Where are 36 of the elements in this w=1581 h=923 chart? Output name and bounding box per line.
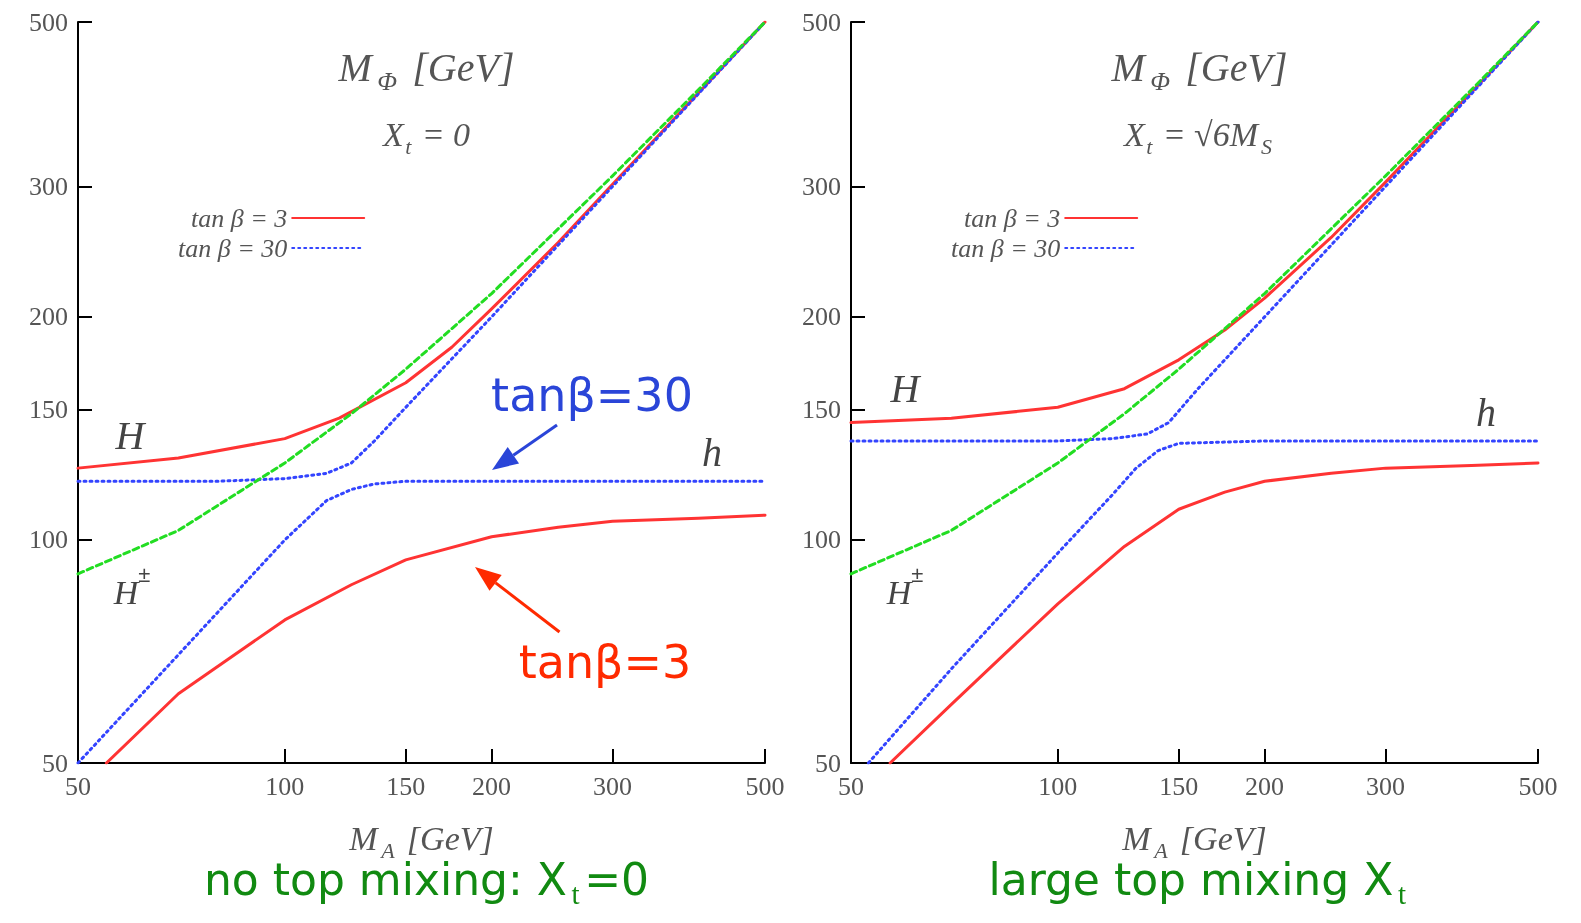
legend-label: tan β = 30: [951, 233, 1061, 263]
y-tick-label: 150: [29, 394, 68, 424]
y-tick-label: 500: [802, 7, 841, 37]
legend-label: tan β = 3: [964, 203, 1061, 233]
y-tick-label: 100: [802, 525, 841, 555]
annotation: H: [889, 365, 922, 411]
y-tick-label: 200: [29, 302, 68, 332]
y-tick-label: 300: [802, 171, 841, 201]
x-tick-label: 300: [593, 771, 633, 801]
x-tick-label: 100: [265, 771, 305, 801]
annotation: H±: [885, 561, 924, 611]
y-tick-label: 50: [815, 748, 841, 778]
y-tick-label: 200: [802, 302, 841, 332]
y-tick-label: 100: [29, 525, 68, 555]
y-tick-label: 150: [802, 394, 841, 424]
annotation: H: [114, 412, 147, 458]
x-tick-label: 300: [1366, 771, 1406, 801]
y-tick-label: 500: [29, 7, 68, 37]
annotation: tanβ=30: [491, 368, 693, 422]
x-tick-label: 200: [472, 771, 512, 801]
annotation: h: [702, 429, 722, 475]
x-tick-label: 50: [838, 771, 864, 801]
x-tick-label: 150: [1159, 771, 1199, 801]
annotation: H±: [112, 561, 151, 611]
y-tick-label: 50: [42, 748, 68, 778]
x-tick-label: 100: [1038, 771, 1078, 801]
x-tick-label: 50: [65, 771, 91, 801]
y-tick-label: 300: [29, 171, 68, 201]
legend-label: tan β = 3: [191, 203, 288, 233]
x-tick-label: 200: [1245, 771, 1285, 801]
annotation: h: [1476, 389, 1496, 435]
legend-label: tan β = 30: [178, 233, 288, 263]
annotation: tanβ=3: [518, 635, 692, 689]
x-tick-label: 500: [1518, 771, 1558, 801]
x-tick-label: 150: [386, 771, 426, 801]
x-tick-label: 500: [745, 771, 785, 801]
